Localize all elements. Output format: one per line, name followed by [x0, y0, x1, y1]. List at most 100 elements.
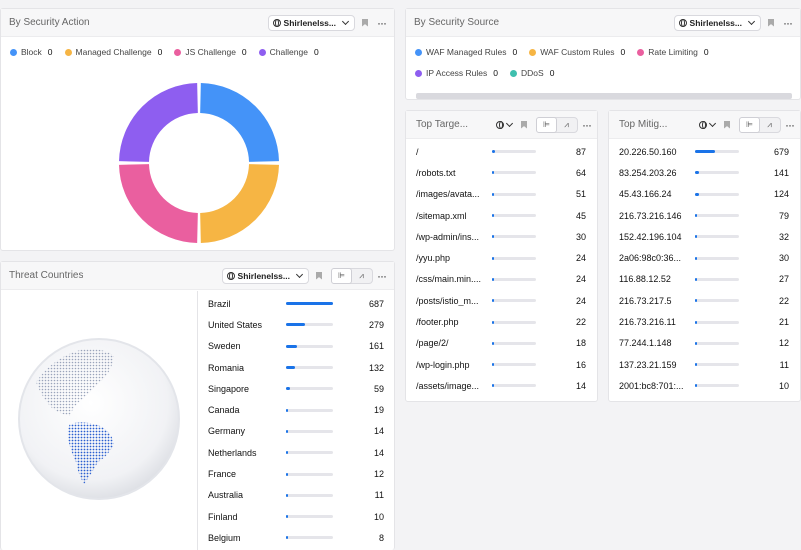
panel-header: Threat Countries Shirlenelss... ⊫ ⩘ ···	[1, 262, 394, 290]
country-row[interactable]: Netherlands 14	[208, 442, 384, 463]
more-options-icon[interactable]: ···	[785, 117, 795, 132]
target-row-value: 64	[575, 167, 586, 178]
country-row[interactable]: Singapore 59	[208, 378, 384, 399]
mitigated-row[interactable]: 216.73.216.146 79	[619, 205, 789, 226]
view-toggle: ⊫ ⩘	[536, 116, 578, 133]
mitigated-row[interactable]: 77.244.1.148 12	[619, 333, 789, 354]
country-row-bar	[286, 323, 333, 327]
zone-selector-label: Shirlenelss...	[237, 270, 290, 281]
target-row[interactable]: /yyu.php 24	[416, 247, 586, 268]
country-row-value: 161	[368, 341, 384, 352]
target-row-bar	[492, 256, 536, 260]
chevron-down-icon[interactable]	[708, 119, 717, 128]
mitigated-row[interactable]: 116.88.12.52 27	[619, 269, 789, 290]
country-row[interactable]: Australia 11	[208, 485, 384, 506]
chevron-down-icon[interactable]	[505, 119, 514, 128]
bookmark-icon[interactable]	[357, 15, 373, 31]
mitigated-row-label: 83.254.203.26	[619, 167, 677, 178]
legend-item-ip-access[interactable]: IP Access Rules 0	[415, 68, 498, 78]
country-row[interactable]: United States 279	[208, 314, 384, 335]
legend-item-challenge[interactable]: Challenge 0	[258, 47, 319, 57]
legend-item-ddos[interactable]: DDoS 0	[510, 68, 554, 78]
target-row[interactable]: /css/main.min.... 24	[416, 269, 586, 290]
target-row[interactable]: /sitemap.xml 45	[416, 205, 586, 226]
mitigated-row-label: 216.73.217.5	[619, 295, 672, 306]
bar-chart-icon[interactable]: ⊫	[331, 267, 352, 284]
target-row-bar-fill	[492, 277, 494, 281]
zone-selector[interactable]: Shirlenelss...	[267, 14, 355, 31]
mitigated-row-label: 20.226.50.160	[619, 146, 677, 157]
more-options-icon[interactable]: ···	[377, 268, 387, 283]
bookmark-icon[interactable]	[311, 268, 327, 284]
mitigated-row-bar-fill	[695, 214, 697, 218]
bookmark-icon[interactable]	[516, 117, 532, 133]
legend-item-waf-custom[interactable]: WAF Custom Rules 0	[529, 47, 625, 57]
target-row-bar-fill	[492, 341, 494, 345]
chevron-down-icon	[295, 270, 304, 279]
mitigated-row-bar	[695, 235, 739, 239]
mitigated-row[interactable]: 2a06:98c0:36... 30	[619, 247, 789, 268]
mitigated-row-bar-fill	[695, 192, 699, 196]
country-row[interactable]: France 12	[208, 463, 384, 484]
bookmark-icon[interactable]	[763, 15, 779, 31]
mitigated-row[interactable]: 216.73.216.11 21	[619, 311, 789, 332]
globe-icon	[272, 18, 281, 27]
country-row-value: 8	[378, 532, 384, 543]
target-row[interactable]: /assets/image... 14	[416, 375, 586, 396]
target-row[interactable]: /robots.txt 64	[416, 162, 586, 183]
mitigated-row[interactable]: 152.42.196.104 32	[619, 226, 789, 247]
country-row[interactable]: Brazil 687	[208, 293, 384, 314]
mitigated-row[interactable]: 216.73.217.5 22	[619, 290, 789, 311]
more-options-icon[interactable]: ···	[783, 15, 793, 30]
country-row-bar	[286, 451, 333, 455]
target-row-label: /assets/image...	[416, 380, 480, 391]
target-row[interactable]: /page/2/18	[416, 333, 586, 354]
country-row[interactable]: Belgium 8	[208, 527, 384, 548]
bar-chart-icon[interactable]: ⊫	[536, 116, 557, 133]
country-row[interactable]: Canada 19	[208, 399, 384, 420]
top-targets-list: / 87/robots.txt 64/images/avata... 51/sitem…	[406, 139, 597, 397]
country-row-bar-fill	[286, 366, 295, 370]
mitigated-row-bar	[695, 256, 739, 260]
zone-selector[interactable]: Shirlenelss...	[221, 267, 309, 284]
line-chart-icon[interactable]: ⩘	[564, 119, 569, 129]
target-row[interactable]: /posts/istio_m... 24	[416, 290, 586, 311]
target-row[interactable]: /wp-login.php 16	[416, 354, 586, 375]
bookmark-icon[interactable]	[719, 117, 735, 133]
mitigated-row[interactable]: 2001:bc8:701:... 10	[619, 375, 789, 396]
bar-chart-icon[interactable]: ⊫	[739, 116, 760, 133]
panel-header: Top Mitig... ⊫ ⩘ ···	[609, 111, 800, 139]
legend-item-waf-managed[interactable]: WAF Managed Rules 0	[415, 47, 517, 57]
mitigated-row[interactable]: 20.226.50.160 679	[619, 141, 789, 162]
line-chart-icon[interactable]: ⩘	[359, 270, 364, 280]
country-row-bar-fill	[286, 536, 288, 540]
country-row[interactable]: Romania 132	[208, 357, 384, 378]
country-row[interactable]: Sweden 161	[208, 336, 384, 357]
target-row[interactable]: /images/avata... 51	[416, 184, 586, 205]
threat-globe-map[interactable]	[14, 334, 184, 504]
more-options-icon[interactable]: ···	[582, 117, 592, 132]
legend-item-js-challenge[interactable]: JS Challenge 0	[174, 47, 247, 57]
zone-selector[interactable]: Shirlenelss...	[673, 14, 761, 31]
country-row[interactable]: Germany 14	[208, 421, 384, 442]
mitigated-row-value: 22	[778, 295, 789, 306]
mitigated-row[interactable]: 137.23.21.159 11	[619, 354, 789, 375]
country-row-bar	[286, 493, 333, 497]
more-options-icon[interactable]: ···	[377, 15, 387, 30]
target-row[interactable]: /wp-admin/ins... 30	[416, 226, 586, 247]
target-row-bar-fill	[492, 320, 494, 324]
legend-item-managed-challenge[interactable]: Managed Challenge 0	[64, 47, 162, 57]
globe-icon[interactable]	[699, 120, 707, 129]
target-row[interactable]: / 87	[416, 141, 586, 162]
target-row-bar-fill	[492, 256, 494, 260]
globe-icon[interactable]	[496, 120, 504, 129]
line-chart-icon[interactable]: ⩘	[767, 119, 772, 129]
mitigated-row[interactable]: 83.254.203.26 141	[619, 162, 789, 183]
target-row[interactable]: /footer.php 22	[416, 311, 586, 332]
mitigated-row[interactable]: 45.43.166.24 124	[619, 184, 789, 205]
security-action-donut	[119, 83, 279, 243]
legend-item-block[interactable]: Block 0	[10, 47, 53, 57]
target-row-label: /css/main.min....	[416, 274, 482, 285]
country-row[interactable]: Finland 10	[208, 506, 384, 527]
legend-item-rate-limiting[interactable]: Rate Limiting 0	[637, 47, 709, 57]
